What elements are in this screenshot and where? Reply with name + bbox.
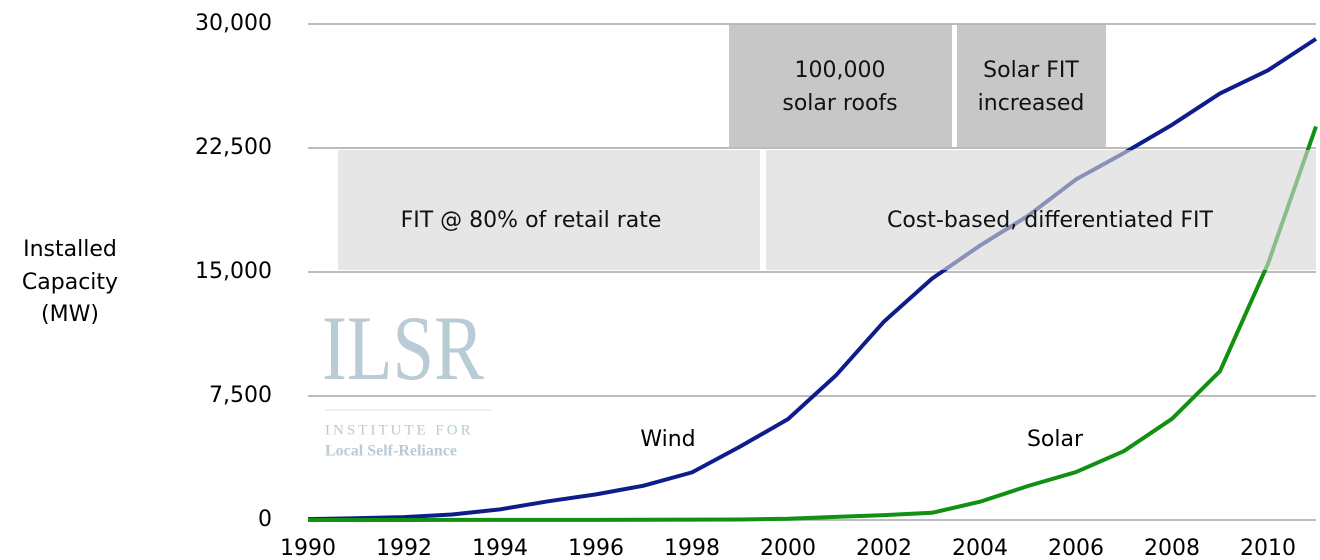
x-tick-label: 2002	[856, 536, 912, 560]
annotation: Cost-based, differentiated FIT	[887, 208, 1214, 233]
y-axis-label: (MW)	[41, 302, 99, 327]
period-box	[957, 24, 1106, 147]
y-axis-label: Installed	[23, 237, 117, 262]
logo-text: INSTITUTE FOR	[325, 422, 474, 438]
series-line	[307, 37, 1318, 522]
x-tick-label: 2004	[952, 536, 1008, 560]
annotation-boxes: FIT @ 80% of retail rate Cost-based, dif…	[338, 24, 1316, 270]
series-label: Wind	[640, 427, 695, 452]
x-tick-label: 1992	[376, 536, 432, 560]
series-label: Solar	[1027, 427, 1084, 452]
logo-mark: ILSR	[322, 297, 485, 399]
logo-text: Local Self-Reliance	[325, 443, 457, 460]
logo: ILSR INSTITUTE FOR Local Self-Reliance	[322, 297, 492, 460]
annotation: FIT @ 80% of retail rate	[401, 208, 662, 233]
annotation: solar roofs	[782, 91, 897, 116]
x-tick-label: 1998	[664, 536, 720, 560]
annotation: 100,000	[795, 58, 886, 83]
series-line	[307, 125, 1318, 522]
x-tick-label: 1996	[568, 536, 624, 560]
x-tick-label: 1994	[472, 536, 528, 560]
x-tick-label: 1990	[280, 536, 336, 560]
y-axis-label: Capacity	[22, 270, 118, 295]
period-box	[766, 150, 1316, 270]
x-tick-label: 2008	[1144, 536, 1200, 560]
period-box	[338, 150, 760, 270]
y-tick-label: 0	[258, 507, 272, 532]
x-tick-label: 2000	[760, 536, 816, 560]
y-tick-label: 30,000	[195, 11, 272, 36]
y-tick-label: 7,500	[209, 383, 272, 408]
y-tick-label: 22,500	[195, 135, 272, 160]
period-box	[729, 24, 952, 147]
x-tick-label: 2006	[1048, 536, 1104, 560]
annotation: increased	[978, 91, 1085, 116]
x-tick-label: 2010	[1240, 536, 1296, 560]
y-tick-label: 15,000	[195, 259, 272, 284]
annotation: Solar FIT	[983, 58, 1079, 83]
